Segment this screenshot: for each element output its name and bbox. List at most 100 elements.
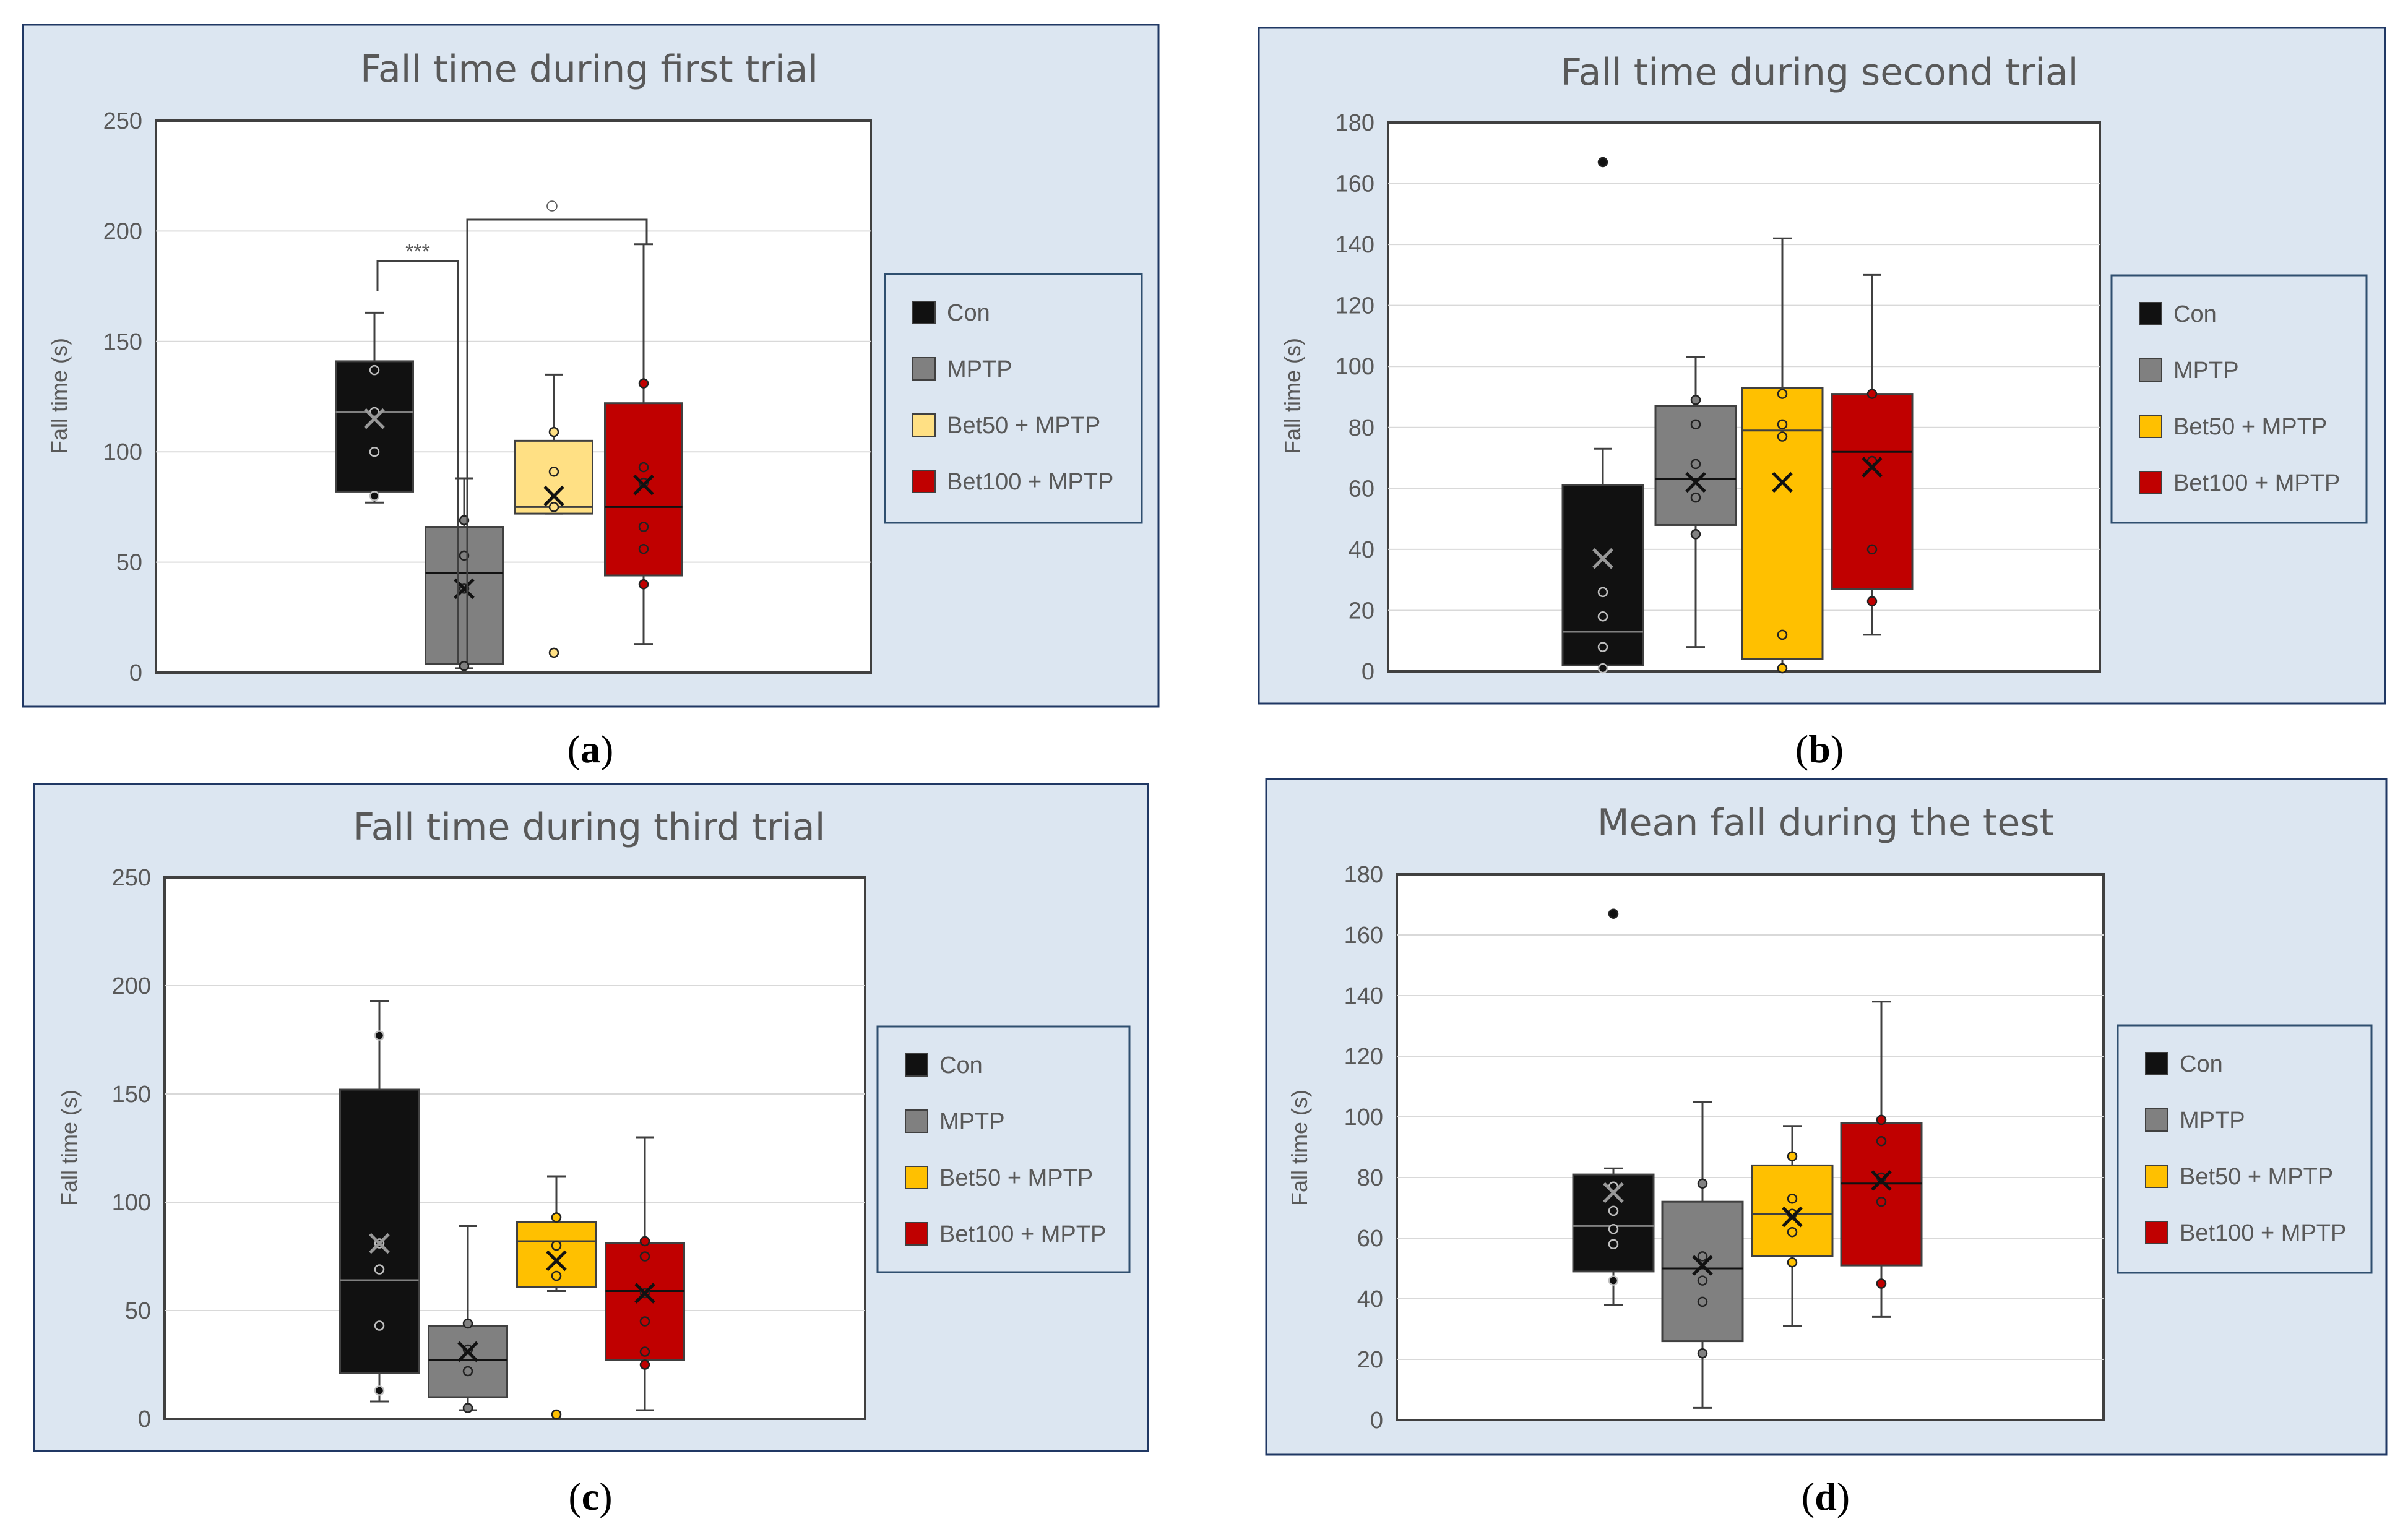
- box-con: [1561, 157, 1644, 674]
- legend-label: Bet50 + MPTP: [947, 413, 1100, 439]
- legend-label: Bet50 + MPTP: [2180, 1164, 2333, 1190]
- mean-marker: [546, 1250, 567, 1272]
- data-point: [548, 467, 559, 477]
- legend-swatch: [2139, 415, 2162, 438]
- data-point: [1777, 419, 1788, 430]
- legend-swatch: [912, 301, 936, 324]
- legend-label: Con: [947, 300, 990, 326]
- panel-d-y-ticks: 0 20 40 60 80 100 120 140 160 180: [1344, 862, 1383, 1434]
- panel-b-border: [1258, 27, 2386, 705]
- y-tick-label: 140: [1336, 232, 1374, 258]
- legend-label: Bet100 + MPTP: [947, 469, 1113, 495]
- data-point: [1777, 629, 1788, 640]
- legend-label: Bet100 + MPTP: [2173, 470, 2340, 496]
- legend-label: Con: [939, 1053, 983, 1078]
- data-point: [1697, 1275, 1708, 1286]
- box-bet100-mptp: [604, 243, 683, 645]
- data-point: [638, 378, 649, 389]
- mean-marker: [1592, 548, 1613, 569]
- data-point: [1787, 1226, 1798, 1238]
- box-bet100-mptp: [1840, 1001, 1923, 1318]
- data-point: [639, 1236, 650, 1247]
- panel-b: Fall time during second trial Fall time …: [1258, 27, 2386, 771]
- y-tick-label: 150: [103, 329, 142, 355]
- data-point: [1787, 1151, 1798, 1161]
- panel-b-y-axis-label: Fall time (s): [1280, 338, 1305, 454]
- panel-b-title: Fall time during second trial: [1561, 51, 2079, 94]
- data-point: [1697, 1178, 1708, 1189]
- data-point: [1787, 1257, 1798, 1268]
- data-point: [1866, 596, 1878, 606]
- mean-marker: [457, 1341, 478, 1363]
- y-tick-label: 180: [1336, 110, 1374, 136]
- data-point: [1690, 459, 1701, 470]
- data-point: [1876, 1114, 1887, 1126]
- data-point: [1608, 1205, 1619, 1216]
- y-tick-label: 0: [1362, 659, 1374, 685]
- panel-d-y-axis-label: Fall time (s): [1287, 1090, 1312, 1206]
- data-point: [639, 1346, 650, 1357]
- box-body: [335, 360, 414, 493]
- data-point: [374, 1264, 385, 1275]
- panel-d-boxes: [1572, 908, 1923, 1409]
- data-point: [1876, 1196, 1887, 1207]
- box-body: [514, 439, 593, 515]
- y-tick-label: 20: [1349, 598, 1374, 624]
- y-tick-label: 0: [129, 660, 142, 686]
- box-bet50-mptp: [1751, 1125, 1834, 1327]
- box-mptp: [1661, 1101, 1744, 1409]
- y-tick-label: 100: [1344, 1104, 1383, 1130]
- data-point: [1777, 389, 1788, 399]
- panel-a-boxes: [335, 243, 683, 671]
- box-bet50-mptp: [1741, 237, 1824, 674]
- data-point: [1597, 642, 1608, 652]
- panel-c-y-ticks: 0 50 100 150 200 250: [112, 865, 151, 1432]
- data-point: [369, 446, 380, 457]
- data-point: [1866, 544, 1878, 555]
- panel-a: Fall time during first trial Fall time (…: [22, 24, 1160, 771]
- panel-d: Mean fall during the test Fall time (s) …: [1265, 778, 2388, 1518]
- data-point: [1608, 1275, 1619, 1286]
- box-bet50-mptp: [516, 1175, 597, 1420]
- bracket-con-mptp: [376, 260, 459, 665]
- data-point: [638, 522, 649, 532]
- y-tick-label: 50: [116, 550, 142, 576]
- annotation-con-mptp: ***: [405, 240, 430, 264]
- data-point: [374, 1030, 385, 1041]
- y-tick-label: 120: [1344, 1044, 1383, 1070]
- legend-label: Bet100 + MPTP: [2180, 1220, 2346, 1246]
- data-point: [639, 1359, 650, 1370]
- panel-c-title: Fall time during third trial: [353, 806, 826, 849]
- panel-d-legend-items: Con MPTP Bet50 + MPTP Bet100 + MPTP: [2145, 1051, 2346, 1246]
- mean-marker: [1685, 471, 1706, 493]
- data-point: [462, 1318, 473, 1329]
- y-tick-label: 150: [112, 1082, 151, 1108]
- y-tick-label: 100: [103, 439, 142, 465]
- data-point: [1697, 1251, 1708, 1262]
- data-point: [1597, 663, 1608, 674]
- data-point: [548, 426, 559, 437]
- legend-swatch: [912, 470, 936, 493]
- panel-d-border: [1265, 778, 2388, 1456]
- data-point: [374, 1320, 385, 1331]
- panel-a-label: (a): [567, 727, 614, 771]
- box-body: [1561, 484, 1644, 666]
- y-tick-label: 160: [1344, 923, 1383, 949]
- legend-swatch: [912, 357, 936, 381]
- panel-a-plot-area: [155, 119, 872, 674]
- mean-marker: [1862, 457, 1883, 478]
- panel-a-y-ticks: 0 50 100 150 200 250: [103, 108, 142, 686]
- mean-marker: [634, 1283, 655, 1304]
- mean-marker: [369, 1233, 390, 1254]
- legend-swatch: [2139, 358, 2162, 382]
- mean-marker: [1692, 1255, 1713, 1276]
- legend-swatch: [2145, 1221, 2168, 1244]
- outlier-point: [551, 1409, 562, 1420]
- data-point: [1597, 587, 1608, 598]
- mean-marker: [1871, 1170, 1892, 1191]
- box-mptp: [428, 1225, 508, 1413]
- data-point: [369, 407, 380, 418]
- legend-swatch: [905, 1166, 928, 1189]
- legend-label: Con: [2180, 1051, 2223, 1077]
